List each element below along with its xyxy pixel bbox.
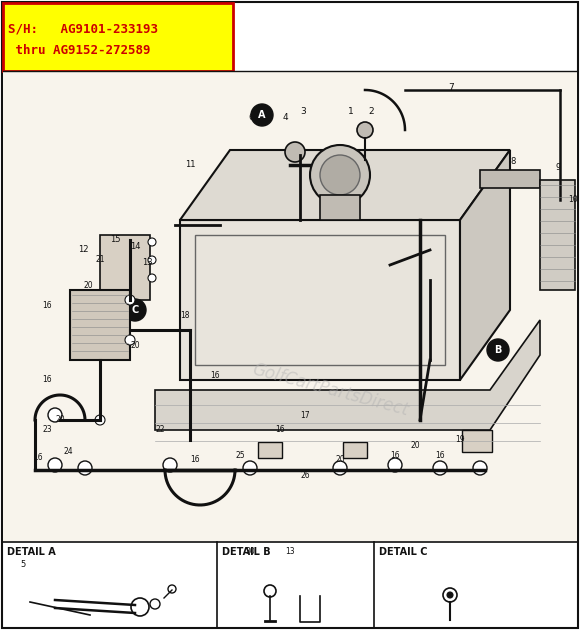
Circle shape [168,585,176,593]
Circle shape [148,274,156,282]
Text: 13: 13 [142,258,153,267]
Circle shape [310,145,370,205]
Text: 22: 22 [155,425,165,435]
Text: 25: 25 [235,450,245,459]
Text: 15: 15 [110,235,121,244]
Circle shape [447,592,453,598]
Bar [480,170,540,188]
Text: DETAIL C: DETAIL C [379,547,427,557]
Text: 24: 24 [63,447,73,457]
Circle shape [443,588,457,602]
Text: 16: 16 [435,450,445,459]
Text: 18: 18 [180,311,190,319]
Circle shape [125,295,135,305]
Text: 12: 12 [78,245,89,254]
Text: 9: 9 [555,164,560,173]
Polygon shape [155,320,540,430]
Text: 16: 16 [190,455,200,464]
Circle shape [163,458,177,472]
Text: 30: 30 [245,547,255,556]
Circle shape [48,458,62,472]
Circle shape [131,598,149,616]
Circle shape [251,104,273,126]
Text: 16: 16 [42,301,52,309]
Text: 16: 16 [390,450,400,459]
Bar [70,290,130,360]
Text: 1: 1 [348,108,354,117]
Circle shape [125,335,135,345]
Text: S/H:   AG9101-233193: S/H: AG9101-233193 [8,22,158,35]
Text: 16: 16 [275,425,285,435]
Polygon shape [180,150,510,220]
Text: 20: 20 [83,282,93,290]
Text: A: A [258,110,266,120]
Circle shape [320,155,360,195]
Circle shape [357,122,373,138]
Text: 23: 23 [42,425,52,435]
Text: 20: 20 [410,440,420,449]
Polygon shape [540,180,575,290]
Bar [462,430,492,452]
Bar [343,442,367,458]
Polygon shape [460,150,510,380]
Bar [100,235,150,300]
Text: 26: 26 [300,471,310,479]
Bar [3,71,577,541]
Text: 20: 20 [55,416,65,425]
Bar [320,195,360,220]
Text: 10: 10 [568,195,578,204]
Polygon shape [180,220,460,380]
Bar [258,442,282,458]
Circle shape [124,299,146,321]
Circle shape [148,256,156,264]
Circle shape [333,461,347,475]
Circle shape [264,585,276,597]
Text: 13: 13 [285,547,295,556]
Bar [195,235,445,365]
Circle shape [78,461,92,475]
Circle shape [148,238,156,246]
Circle shape [473,461,487,475]
Text: 2: 2 [368,108,374,117]
Text: DETAIL A: DETAIL A [7,547,56,557]
Text: 8: 8 [510,158,516,166]
Text: 4: 4 [283,113,289,122]
Bar [3,3,233,71]
Text: 16: 16 [33,454,43,462]
Circle shape [150,599,160,609]
Circle shape [243,461,257,475]
Text: 5: 5 [20,560,26,569]
Text: C: C [132,305,139,315]
Text: 17: 17 [300,411,310,420]
Text: 20: 20 [130,340,140,350]
Text: 16: 16 [210,370,220,379]
Text: 16: 16 [42,375,52,384]
Circle shape [95,415,105,425]
Text: 11: 11 [185,160,195,169]
Text: 14: 14 [130,242,140,251]
Circle shape [388,458,402,472]
Text: DETAIL B: DETAIL B [222,547,271,557]
Text: 7: 7 [448,84,454,93]
Text: 3: 3 [300,108,306,117]
Text: 21: 21 [95,256,105,265]
Text: 6: 6 [248,113,254,122]
Text: GolfCartPartsDirect: GolfCartPartsDirect [250,360,410,420]
Text: thru AG9152-272589: thru AG9152-272589 [8,44,150,57]
Circle shape [433,461,447,475]
Text: 20: 20 [335,455,345,464]
Circle shape [487,339,509,361]
Circle shape [48,408,62,422]
Circle shape [285,142,305,162]
Text: 19: 19 [455,435,465,445]
Text: B: B [494,345,502,355]
